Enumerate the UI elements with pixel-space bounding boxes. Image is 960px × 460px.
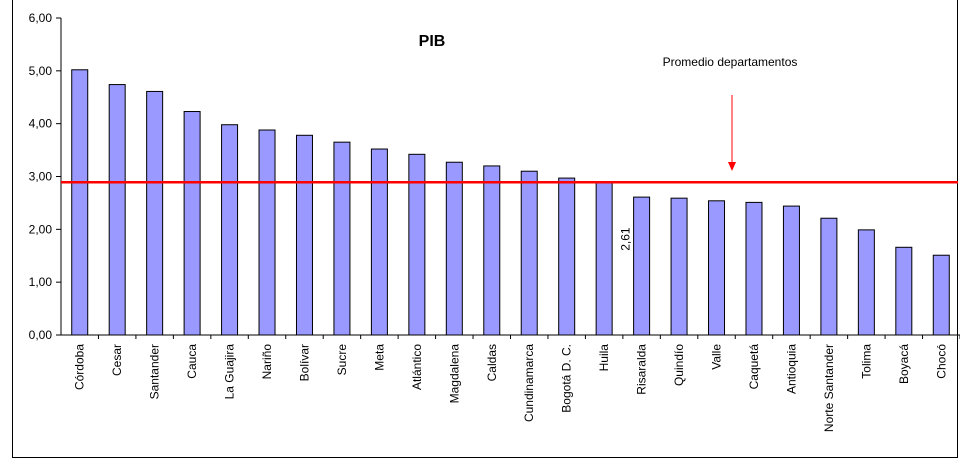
reference-line-group: Promedio departamentos <box>61 55 958 184</box>
x-tick-label: Meta <box>372 344 386 371</box>
bar-2 <box>146 90 164 336</box>
x-tick-label: Santander <box>148 344 162 399</box>
x-tick-label: Cauca <box>185 344 199 379</box>
bar-11 <box>483 165 501 336</box>
bars: 2,61 <box>71 69 950 336</box>
x-tick-label: Tolima <box>859 344 873 379</box>
bar-17 <box>708 200 726 336</box>
bar-6 <box>295 134 313 336</box>
bar-9 <box>408 153 426 336</box>
bar-20 <box>820 217 838 336</box>
x-tick-label: Córdoba <box>73 344 87 390</box>
x-tick-label: Caldas <box>485 344 499 381</box>
bar-7 <box>333 141 351 336</box>
bar-23 <box>932 254 950 336</box>
bar-21 <box>857 229 875 336</box>
chart-frame <box>12 0 958 458</box>
y-axis-ticks: 0,00 1,00 2,00 3,00 4,00 5,00 6,00 <box>29 11 61 342</box>
chart-title: PIB <box>419 33 446 50</box>
bar-13 <box>558 177 576 336</box>
y-tick-label: 2,00 <box>29 222 53 236</box>
x-tick-label: Cesar <box>110 344 124 376</box>
bar-3 <box>183 111 201 336</box>
annotation-arrow-head <box>728 162 736 171</box>
x-tick-label: Boyacá <box>897 344 911 384</box>
bar-8 <box>370 148 388 336</box>
bar-5 <box>258 129 276 336</box>
x-tick-label: Nariño <box>260 344 274 380</box>
bar-4 <box>221 124 239 336</box>
y-tick-label: 3,00 <box>29 170 53 184</box>
x-axis-labels: Córdoba Cesar Santander Cauca La Guajira Nari… <box>73 335 960 432</box>
bar-19 <box>782 205 800 336</box>
x-tick-label: Quindío <box>672 344 686 386</box>
x-tick-label: Caquetá <box>747 344 761 390</box>
x-tick-label: Valle <box>710 344 724 370</box>
x-tick-label: Cundinamarca <box>522 344 536 422</box>
y-tick-label: 5,00 <box>29 64 53 78</box>
x-tick-label: Chocó <box>934 344 948 379</box>
reference-line-label: Promedio departamentos <box>663 55 798 69</box>
x-tick-label: Bogotá D. C. <box>560 344 574 413</box>
y-tick-label: 6,00 <box>29 11 53 25</box>
x-tick-label: Huila <box>597 344 611 372</box>
bar-22 <box>895 246 913 336</box>
data-label: 2,61 <box>619 227 633 251</box>
x-tick-label: Risaralda <box>635 344 649 395</box>
x-tick-label: Sucre <box>335 344 349 376</box>
y-tick-label: 4,00 <box>29 117 53 131</box>
bar-14 <box>595 181 613 336</box>
bar-10 <box>445 161 463 336</box>
x-tick-label: Norte Santander <box>822 344 836 432</box>
x-tick-label: Bolívar <box>297 344 311 381</box>
y-tick-label: 0,00 <box>29 328 53 342</box>
bar-15 <box>633 196 651 336</box>
bar-16 <box>670 197 688 336</box>
bar-0 <box>71 69 89 336</box>
x-tick-label: Magdalena <box>447 344 461 404</box>
x-tick-label: La Guajira <box>223 344 237 400</box>
bar-12 <box>520 170 538 336</box>
bar-1 <box>108 84 126 336</box>
x-tick-label: Atlántico <box>410 344 424 390</box>
bar-18 <box>745 201 763 336</box>
y-tick-label: 1,00 <box>29 275 53 289</box>
x-tick-label: Antioquia <box>784 344 798 394</box>
